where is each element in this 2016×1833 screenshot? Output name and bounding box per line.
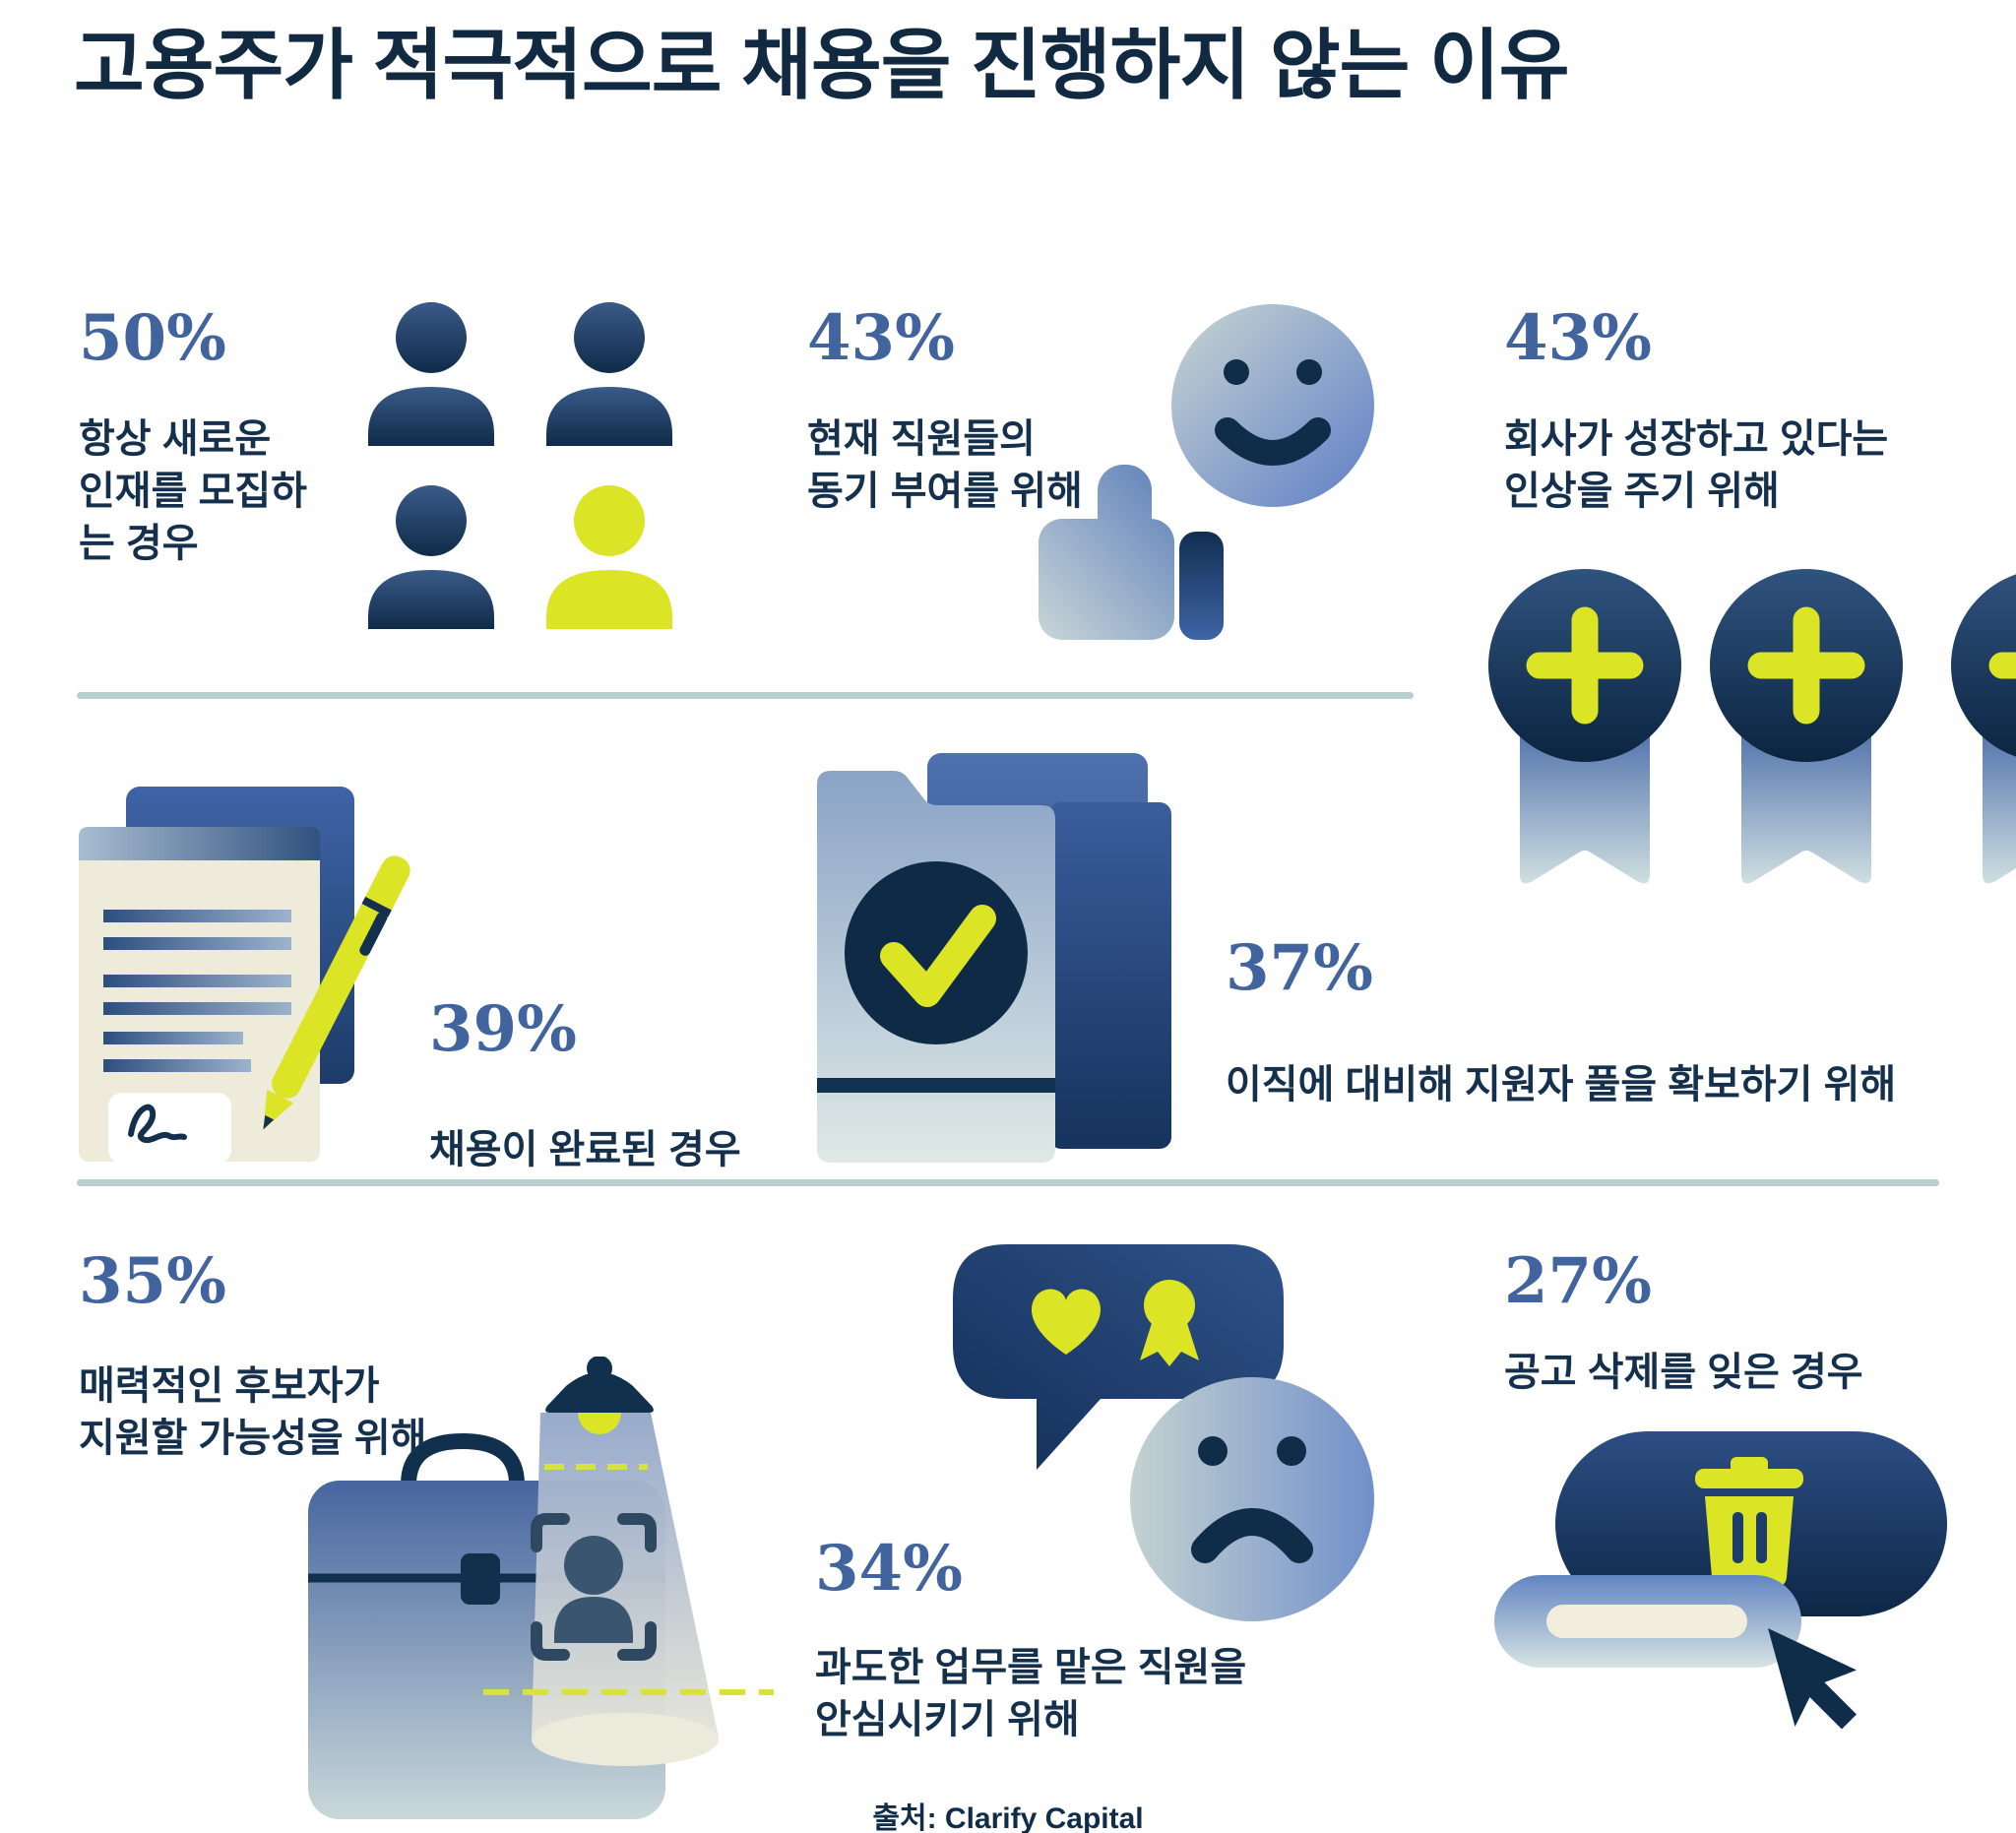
chat-bubble-sad-icon [953, 1244, 1374, 1621]
source-credit: 출처: Clarify Capital [872, 1802, 1144, 1833]
highlighted-person-icon [546, 485, 672, 629]
thumbs-up-icon [1039, 465, 1224, 640]
stat-percent-hiring-completed: 39% [429, 992, 577, 1066]
stat-percent-motivate-employees: 43% [807, 301, 955, 375]
stat-label-forgot-to-delete: 공고 삭제를 잊은 경우 [1504, 1351, 1863, 1394]
stat-label-motivate-employees: 현재 직원들의 동기 부여를 위해 [807, 417, 1083, 513]
stat-percent-attractive-candidates: 35% [79, 1244, 226, 1318]
stat-label-talent-pool: 이직에 대비해 지원자 풀을 확보하기 위해 [1226, 1063, 1897, 1106]
cursor-icon [1768, 1628, 1857, 1730]
stat-label-company-growth: 회사가 성장하고 있다는 인상을 주기 위해 [1504, 417, 1889, 513]
stat-percent-always-recruiting: 50% [79, 301, 226, 375]
person-icon [546, 302, 672, 446]
stat-percent-reassure-overworked: 34% [815, 1532, 963, 1606]
focus-frame-icon [531, 1513, 657, 1661]
spotlight-beam [483, 1413, 774, 1766]
folder-check-icon [817, 753, 1171, 1163]
stat-percent-talent-pool: 37% [1226, 931, 1373, 1005]
ribbon-badge-icon [1951, 574, 2016, 884]
signature-squiggle [128, 1104, 187, 1144]
briefcase-spotlight-icon [308, 1357, 774, 1819]
heart-icon [1031, 1289, 1102, 1355]
stat-percent-company-growth: 43% [1504, 301, 1652, 375]
sad-face-icon [1130, 1377, 1374, 1621]
candidate-person-icon [554, 1536, 633, 1643]
ribbon-badge-icon [1488, 569, 1681, 884]
person-icon [368, 302, 494, 446]
delete-ad-icon [1494, 1431, 1947, 1730]
ribbon-badge-icon [1710, 569, 1903, 884]
plus-badges-icon [1488, 569, 2016, 884]
divider [77, 1179, 1939, 1186]
stat-label-hiring-completed: 채용이 완료된 경우 [429, 1128, 741, 1171]
smiley-face-icon [1171, 304, 1374, 507]
stat-label-reassure-overworked: 과도한 업무를 맡은 직원을 안심시키기 위해 [815, 1646, 1247, 1741]
page-title: 고용주가 적극적으로 채용을 진행하지 않는 이유 [74, 22, 1570, 108]
medal-icon [1140, 1280, 1199, 1366]
stat-label-always-recruiting: 항상 새로운 인재를 모집하 는 경우 [79, 417, 307, 565]
thumbs-up-smiley-icon [1039, 304, 1374, 640]
text-lines [103, 910, 291, 1072]
check-icon [880, 905, 996, 1007]
contract-signing-icon [79, 787, 410, 1164]
trash-icon [1695, 1457, 1803, 1587]
stat-label-attractive-candidates: 매력적인 후보자가 지원할 가능성을 위해 [79, 1364, 427, 1460]
pen-icon [263, 855, 410, 1130]
person-icon [368, 485, 494, 629]
stat-percent-forgot-to-delete: 27% [1504, 1244, 1652, 1318]
people-group-icon [368, 302, 672, 629]
divider [77, 692, 1414, 699]
lamp-icon [545, 1357, 654, 1434]
signature-box [108, 1093, 231, 1164]
